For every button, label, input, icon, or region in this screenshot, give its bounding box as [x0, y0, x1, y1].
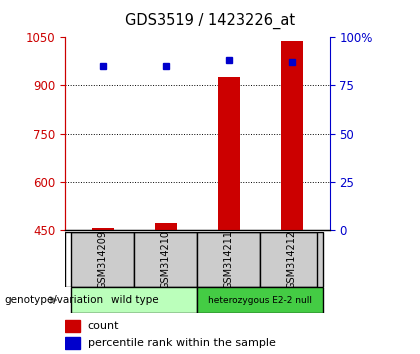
- Bar: [71, 287, 197, 313]
- Text: GSM314209: GSM314209: [98, 230, 108, 289]
- Bar: [281, 41, 303, 230]
- Text: heterozygous E2-2 null: heterozygous E2-2 null: [208, 296, 312, 304]
- Bar: [71, 232, 134, 287]
- Text: GSM314211: GSM314211: [224, 230, 234, 289]
- Bar: [65, 337, 80, 349]
- Text: GSM314210: GSM314210: [161, 230, 171, 289]
- Bar: [155, 223, 177, 230]
- Bar: [65, 320, 80, 332]
- Text: wild type: wild type: [110, 295, 158, 305]
- Bar: [134, 232, 197, 287]
- Text: count: count: [88, 321, 119, 331]
- Bar: [260, 232, 323, 287]
- Text: percentile rank within the sample: percentile rank within the sample: [88, 338, 276, 348]
- Bar: [197, 232, 260, 287]
- Bar: [218, 77, 240, 230]
- Bar: [92, 228, 114, 230]
- Text: GDS3519 / 1423226_at: GDS3519 / 1423226_at: [125, 12, 295, 29]
- Bar: [197, 287, 323, 313]
- Text: GSM314212: GSM314212: [287, 230, 297, 289]
- Text: genotype/variation: genotype/variation: [4, 295, 103, 305]
